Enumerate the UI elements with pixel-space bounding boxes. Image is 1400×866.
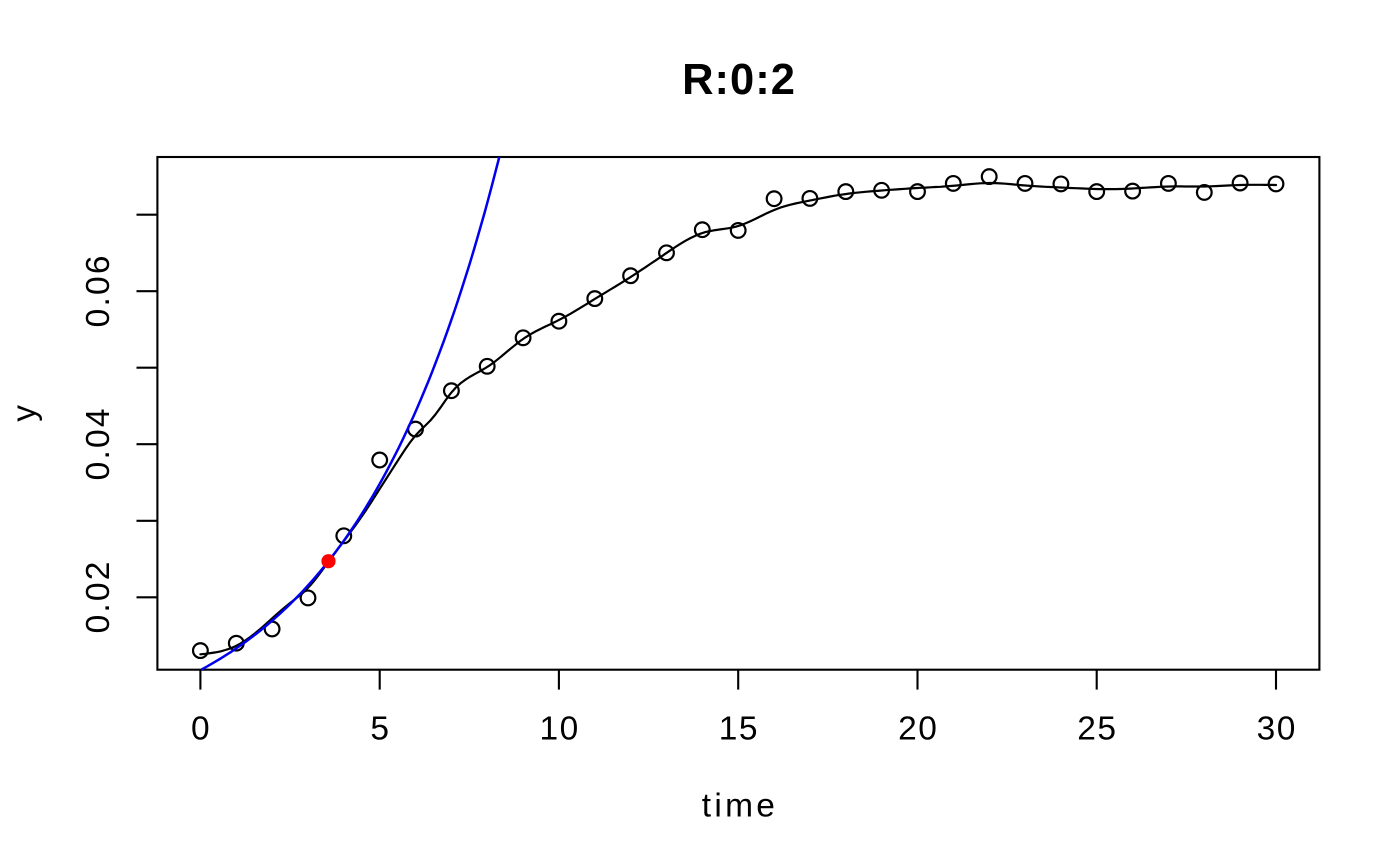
svg-text:15: 15 — [719, 710, 759, 747]
svg-text:10: 10 — [539, 710, 579, 747]
svg-text:0.06: 0.06 — [80, 253, 117, 327]
svg-text:5: 5 — [370, 710, 390, 747]
svg-text:y: y — [6, 405, 43, 422]
svg-text:time: time — [702, 788, 779, 825]
svg-text:0: 0 — [191, 710, 211, 747]
svg-text:30: 30 — [1257, 710, 1297, 747]
svg-text:20: 20 — [898, 710, 938, 747]
svg-text:0.04: 0.04 — [80, 406, 117, 480]
svg-text:0.02: 0.02 — [80, 559, 117, 633]
svg-text:25: 25 — [1077, 710, 1117, 747]
svg-text:R:0:2: R:0:2 — [682, 56, 796, 104]
